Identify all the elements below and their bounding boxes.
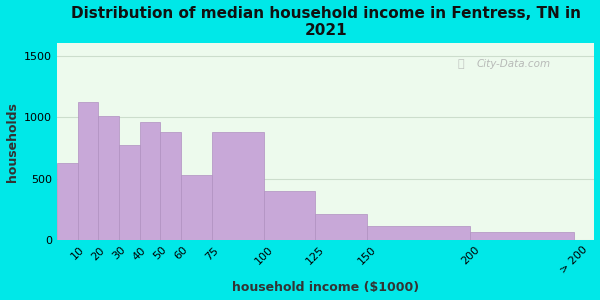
Bar bbox=[263, 191, 316, 240]
Bar bbox=[77, 102, 98, 240]
Bar bbox=[57, 163, 77, 240]
Title: Distribution of median household income in Fentress, TN in
2021: Distribution of median household income … bbox=[71, 6, 581, 38]
X-axis label: household income ($1000): household income ($1000) bbox=[232, 281, 419, 294]
Text: Ⓜ: Ⓜ bbox=[457, 59, 464, 69]
Bar bbox=[181, 176, 212, 240]
Text: City-Data.com: City-Data.com bbox=[476, 59, 550, 69]
Bar bbox=[119, 145, 140, 240]
Bar bbox=[316, 214, 367, 240]
Bar bbox=[212, 132, 263, 240]
Bar bbox=[140, 122, 160, 240]
Y-axis label: households: households bbox=[5, 102, 19, 182]
Bar bbox=[470, 232, 574, 240]
Bar bbox=[98, 116, 119, 240]
Bar bbox=[160, 132, 181, 240]
Bar bbox=[367, 226, 470, 240]
